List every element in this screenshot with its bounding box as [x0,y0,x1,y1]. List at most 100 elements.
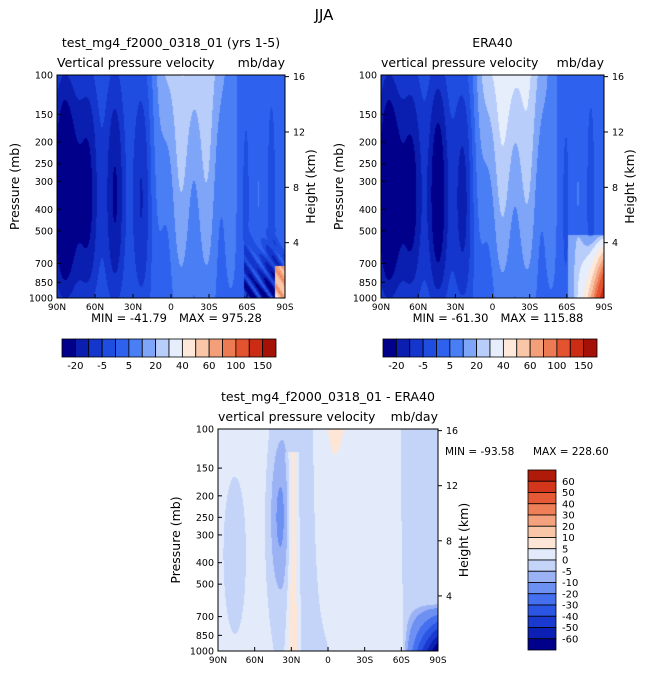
colorbar-label: 60 [524,361,537,372]
colorbar-swatch [502,338,518,358]
colorbar-swatch [476,338,491,358]
x-tick-label: 60N [86,303,104,313]
y2-tick-label: 12 [293,127,305,138]
colorbar-swatch [543,338,558,358]
colorbar-swatch [569,338,585,358]
panel-title: test_mg4_f2000_0318_01 - ERA40 [221,389,435,404]
y-tick-label: 150 [359,110,377,121]
colorbar-swatch [436,338,451,358]
y-axis-label: Pressure (mb) [331,143,346,230]
colorbar-swatch [141,338,157,358]
colorbar-swatch [222,338,237,358]
x-tick-label: 90S [276,303,293,313]
colorbar-label: 0 [562,556,568,567]
x-tick-label: 30N [282,656,300,666]
colorbar-swatch [527,492,557,505]
y-tick-label: 700 [35,259,53,270]
x-tick-label: 60S [238,303,255,313]
y-tick-label: 850 [35,278,53,289]
y-axis-label: Pressure (mb) [168,496,183,583]
colorbar-swatch [395,338,411,358]
y-tick-label: 1000 [353,294,377,305]
colorbar-swatch [449,338,464,358]
colorbar-label: 150 [253,361,272,372]
x-tick-label: 90N [372,303,390,313]
y-tick-label: 400 [359,205,377,216]
min-label: MIN = -41.79 [91,311,167,325]
y2-tick-label: 16 [293,72,305,83]
colorbar-swatch [128,338,143,358]
colorbar-swatch [382,338,397,358]
y2-tick-label: 8 [293,183,299,194]
y-tick-label: 200 [35,138,53,149]
y-tick-label: 850 [196,631,214,642]
x-tick-label: 60N [246,656,264,666]
max-label: MAX = 115.88 [501,311,584,325]
colorbar-swatch [527,570,557,583]
y-tick-label: 100 [35,71,53,82]
y-tick-label: 300 [35,177,53,188]
y2-tick-label: 8 [446,536,452,547]
colorbar-label: 100 [226,361,245,372]
y-tick-label: 1000 [29,294,53,305]
colorbar-swatch [74,338,90,358]
colorbar-label: 50 [562,488,575,499]
x-tick-label: 0 [490,303,496,313]
colorbar-swatch [527,604,557,617]
y-tick-label: 100 [196,425,214,436]
colorbar-label: 5 [126,361,132,372]
y2-tick-label: 4 [612,238,618,249]
y-tick-label: 250 [196,513,214,524]
colorbar-swatch [422,338,437,358]
x-tick-label: 90S [595,303,612,313]
colorbar-swatch [527,593,557,606]
colorbar-swatch [88,338,103,358]
colorbar-label: -20 [562,589,578,600]
colorbar-swatch [115,338,130,358]
y2-tick-label: 16 [612,72,624,83]
heatmap-field [218,429,438,651]
colorbar-label: -5 [97,361,107,372]
x-tick-label: 30N [446,303,464,313]
x-tick-label: 30N [124,303,142,313]
colorbar-swatch [208,338,223,358]
y-tick-label: 300 [196,530,214,541]
colorbar-model: -20 -5 5 20 40 60 100 150 [61,338,277,372]
y2-axis-label: Height (km) [622,149,637,223]
heatmap-field [57,75,285,298]
colorbar-swatch [409,338,424,358]
colorbar-label: 5 [447,361,453,372]
figure-title: JJA [314,6,335,24]
y-tick-label: 250 [35,159,53,170]
panel-obs: ERA40 vertical pressure velocity mb/day 90N… [331,35,637,325]
y-tick-label: 500 [359,226,377,237]
y-tick-label: 200 [196,491,214,502]
colorbar-swatch [61,338,76,358]
y2-tick-label: 8 [612,183,618,194]
x-tick-label: 30S [200,303,217,313]
colorbar-swatch [556,338,571,358]
x-tick-label: 60N [409,303,427,313]
colorbar-swatch [527,537,557,550]
panel-diff: test_mg4_f2000_0318_01 - ERA40 vertical p… [168,389,609,666]
y-tick-label: 500 [196,580,214,591]
y2-tick-label: 4 [446,591,452,602]
colorbar-label: 20 [149,361,162,372]
y-tick-label: 400 [35,205,53,216]
colorbar-swatch [529,338,544,358]
x-tick-label: 90N [48,303,66,313]
colorbar-swatch [527,638,557,651]
x-tick-label: 30S [521,303,538,313]
colorbar-label: 150 [574,361,593,372]
colorbar-label: 40 [176,361,189,372]
colorbar-swatch [527,469,557,482]
colorbar-label: -60 [562,634,578,645]
colorbar-label: 60 [203,361,216,372]
colorbar-swatch [195,338,210,358]
panel-title: ERA40 [472,35,513,50]
y-tick-label: 200 [359,138,377,149]
y-tick-label: 1000 [190,647,214,658]
y-axis-label: Pressure (mb) [7,143,22,230]
y-tick-label: 250 [359,159,377,170]
